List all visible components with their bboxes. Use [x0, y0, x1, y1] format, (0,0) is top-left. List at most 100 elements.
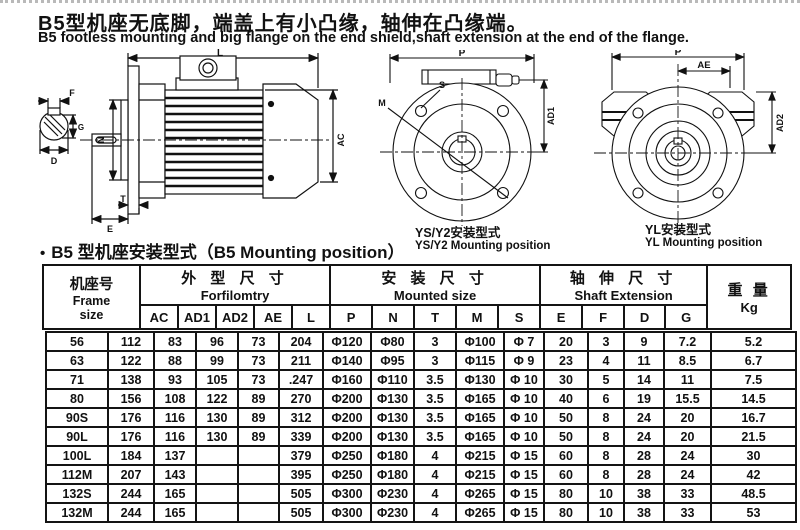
- dimension-cell: 60: [543, 445, 589, 466]
- dimension-cell: 339: [278, 426, 324, 447]
- dimension-cell: 80: [543, 502, 589, 523]
- dimension-cell: 184: [107, 445, 155, 466]
- col-header-E: E: [539, 304, 584, 330]
- outline-group-en: Forfilomtry: [200, 288, 270, 303]
- dimension-cell: 20: [543, 331, 589, 352]
- dimension-cell: 89: [237, 407, 280, 428]
- table-group-header-row: 机座号 Frame size 外 型 尺 寸 Forfilomtry 安 装 尺…: [42, 264, 793, 330]
- dimension-cell: Φ265: [455, 483, 505, 504]
- dimension-cell: 244: [107, 502, 155, 523]
- dimension-cell: 16.7: [710, 407, 797, 428]
- dimension-cell: [195, 483, 239, 504]
- dimension-cell: 10: [587, 483, 625, 504]
- dimension-cell: .247: [278, 369, 324, 390]
- dimension-cell: 73: [237, 369, 280, 390]
- dimension-cell: [237, 502, 280, 523]
- dimension-cell: 28: [623, 464, 665, 485]
- dimension-cell: 116: [153, 407, 197, 428]
- table-row: 132S 244 165 505 Φ300 Φ230 4 Φ265 Φ 15 80 10 38 33 48…: [45, 483, 797, 504]
- yl-front-view-svg: P AE AD2: [594, 50, 785, 223]
- dimension-cell: 24: [663, 464, 712, 485]
- dimension-cell: 8: [587, 426, 625, 447]
- dimension-cell: Φ200: [322, 426, 372, 447]
- section-heading-text: B5 型机座安装型式（B5 Mounting position）: [51, 243, 405, 262]
- dimension-cell: Φ 7: [503, 331, 545, 352]
- dimension-cell: Φ200: [322, 407, 372, 428]
- page-edge-dotted-line: [0, 0, 800, 3]
- dimension-cell: 20: [663, 426, 712, 447]
- dimension-cell: 88: [153, 350, 197, 371]
- dimension-cell: 6.7: [710, 350, 797, 371]
- frame-size-cell: 56: [45, 331, 109, 352]
- dimension-cell: 3.5: [413, 369, 457, 390]
- page-title-chinese: B5型机座无底脚，端盖上有小凸缘，轴伸在凸缘端。: [38, 13, 528, 35]
- dimension-cell: 4: [413, 445, 457, 466]
- dimension-cell: Φ100: [455, 331, 505, 352]
- dimension-cell: 50: [543, 407, 589, 428]
- dim-label-AD2: AD2: [775, 114, 785, 132]
- dimension-cell: Φ300: [322, 483, 372, 504]
- table-row: 90S 176 116 130 89 312 Φ200 Φ130 3.5 Φ165 Φ 10 50 8 2…: [45, 407, 797, 428]
- dim-label-G: G: [78, 123, 84, 132]
- dimension-cell: 130: [195, 407, 239, 428]
- dimension-cell: Φ120: [322, 331, 372, 352]
- dim-label-S: S: [439, 80, 445, 90]
- weight-header-cn: 重 量: [727, 282, 771, 299]
- frame-size-cell: 132M: [45, 502, 109, 523]
- ys-y2-caption-english: YS/Y2 Mounting position: [415, 240, 551, 253]
- ys-y2-caption: YS/Y2安装型式 YS/Y2 Mounting position: [415, 226, 550, 254]
- col-header-P: P: [329, 304, 374, 330]
- frame-size-header: 机座号 Frame size: [42, 264, 141, 330]
- dimension-cell: 19: [623, 388, 665, 409]
- mounted-size-group-header: 安 装 尺 寸 Mounted size: [329, 264, 542, 306]
- frame-size-cell: 90S: [45, 407, 109, 428]
- dimension-cell: [237, 483, 280, 504]
- dimension-cell: 8: [587, 407, 625, 428]
- spec-body-table: 56 112 83 96 73 204 Φ120 Φ80 3 Φ100 Φ 7 20 3 9 7.2 5.2 6…: [45, 331, 797, 523]
- dimension-cell: 204: [278, 331, 324, 352]
- dimension-cell: 122: [195, 388, 239, 409]
- dimension-cell: 48.5: [710, 483, 797, 504]
- dimension-cell: Φ 15: [503, 464, 545, 485]
- dimension-cell: 60: [543, 464, 589, 485]
- dimension-cell: 176: [107, 426, 155, 447]
- shaft-group-cn: 轴 伸 尺 寸: [569, 270, 678, 287]
- dimension-cell: 50: [543, 426, 589, 447]
- outline-group-cn: 外 型 尺 寸: [181, 270, 289, 287]
- col-header-N: N: [371, 304, 416, 330]
- dimension-cell: Φ 15: [503, 483, 545, 504]
- dim-label-L: L: [217, 48, 223, 59]
- dimension-cell: 7.5: [710, 369, 797, 390]
- dimension-cell: Φ 15: [503, 502, 545, 523]
- table-row: 71 138 93 105 73.247 Φ160 Φ110 3.5 Φ130 Φ 10 30 5 14…: [45, 369, 797, 390]
- dimension-cell: Φ215: [455, 445, 505, 466]
- dimension-cell: Φ130: [370, 407, 415, 428]
- dimension-cell: 3: [413, 331, 457, 352]
- dimension-cell: 24: [623, 407, 665, 428]
- dim-label-AD1: AD1: [546, 107, 556, 125]
- dimension-cell: 244: [107, 483, 155, 504]
- col-header-AD1: AD1: [177, 304, 217, 330]
- dimension-cell: Φ165: [455, 426, 505, 447]
- dim-label-AC: AC: [336, 133, 346, 146]
- dimension-cell: Φ165: [455, 388, 505, 409]
- dimension-cell: 8.5: [663, 350, 712, 371]
- dimension-cell: 73: [237, 350, 280, 371]
- yl-front-view-drawing: P AE AD2 YL安装型式 YL Mounting position: [580, 50, 795, 249]
- dimension-cell: 108: [153, 388, 197, 409]
- dimension-cell: 4: [413, 464, 457, 485]
- dimension-cell: 38: [623, 483, 665, 504]
- table-column-header-row: AC AD1 AD2 AE L P N T M S E F D G: [43, 304, 791, 330]
- frame-size-cell: 71: [45, 369, 109, 390]
- frame-size-header-en1: Frame: [72, 293, 111, 308]
- dimension-cell: Φ130: [370, 388, 415, 409]
- dimension-cell: Φ230: [370, 502, 415, 523]
- shaft-group-en: Shaft Extension: [574, 288, 673, 303]
- mounted-group-cn: 安 装 尺 寸: [381, 270, 489, 287]
- dimension-cell: 20: [663, 407, 712, 428]
- dimension-cell: 3.5: [413, 426, 457, 447]
- dimension-cell: 130: [195, 426, 239, 447]
- dimension-cell: Φ180: [370, 464, 415, 485]
- dimension-cell: 89: [237, 426, 280, 447]
- dimension-cell: 270: [278, 388, 324, 409]
